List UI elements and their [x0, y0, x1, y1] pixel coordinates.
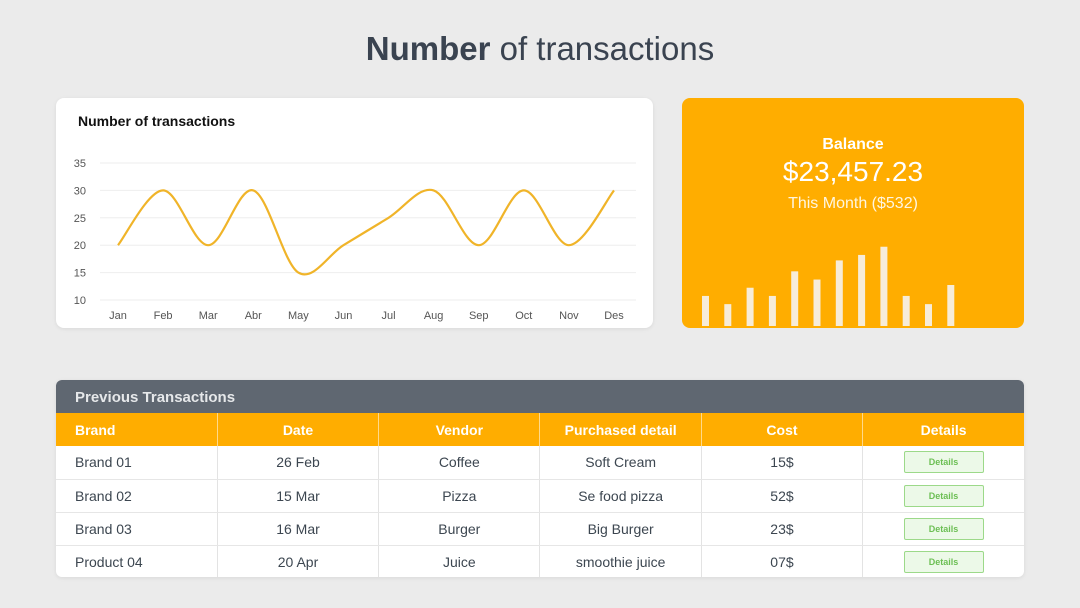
balance-bar-chart — [702, 246, 955, 326]
balance-bar — [724, 304, 732, 326]
x-tick-label: Jan — [109, 310, 127, 322]
x-tick-label: Feb — [154, 310, 173, 322]
cell-brand: Brand 01 — [56, 446, 218, 480]
y-tick-label: 20 — [74, 240, 86, 252]
chart-title: Number of transactions — [78, 113, 236, 129]
cell-date: 20 Apr — [217, 545, 380, 577]
y-tick-label: 30 — [74, 185, 86, 197]
column-header-vendor: Vendor — [378, 413, 541, 446]
table-header-row: Brand Date Vendor Purchased detail Cost … — [56, 413, 1024, 446]
table-title: Previous Transactions — [56, 380, 1024, 413]
cell-brand: Brand 02 — [56, 479, 218, 513]
column-header-date: Date — [217, 413, 380, 446]
balance-bar — [858, 254, 866, 326]
cell-cost: 52$ — [701, 479, 864, 513]
page-title-rest: of transactions — [499, 30, 715, 67]
balance-month: This Month ($532) — [788, 195, 918, 212]
balance-bar — [835, 260, 843, 326]
details-button[interactable]: Details — [903, 451, 984, 474]
cell-purchased-detail: Se food pizza — [539, 479, 702, 513]
x-tick-label: Mar — [199, 310, 218, 322]
y-tick-label: 25 — [74, 213, 86, 225]
page-title: Number of transactions — [0, 30, 1080, 68]
x-tick-label: Nov — [559, 310, 579, 322]
details-button[interactable]: Details — [903, 484, 984, 507]
details-button[interactable]: Details — [903, 517, 984, 540]
cell-purchased-detail: Soft Cream — [539, 446, 702, 480]
column-header-cost: Cost — [701, 413, 864, 446]
y-tick-label: 10 — [74, 295, 86, 307]
cell-details: Details — [863, 545, 1024, 577]
balance-bar — [813, 279, 821, 326]
cell-date: 26 Feb — [217, 446, 380, 480]
table-row: Brand 03 16 Mar Burger Big Burger 23$ De… — [56, 512, 1024, 546]
x-tick-label: Oct — [515, 310, 532, 322]
cell-vendor: Coffee — [378, 446, 541, 480]
balance-bar — [791, 271, 799, 326]
cell-details: Details — [862, 479, 1024, 513]
x-tick-label: Des — [604, 310, 624, 322]
column-header-details: Details — [862, 413, 1024, 446]
balance-card: Balance $23,457.23 This Month ($532) — [682, 98, 1024, 328]
series-line — [117, 188, 615, 276]
table-row: Product 04 20 Apr Juice smoothie juice 0… — [56, 545, 1024, 577]
cell-details: Details — [862, 512, 1024, 546]
cell-purchased-detail: smoothie juice — [539, 545, 702, 577]
column-header-brand: Brand — [56, 413, 218, 446]
cell-cost: 23$ — [701, 512, 864, 546]
cell-details: Details — [862, 446, 1024, 480]
balance-bar — [702, 295, 709, 326]
x-tick-label: Jul — [382, 310, 396, 322]
balance-bar — [880, 246, 888, 326]
x-tick-label: Abr — [245, 310, 262, 322]
previous-transactions-table: Previous Transactions Brand Date Vendor … — [56, 380, 1024, 577]
page-title-bold: Number — [365, 30, 491, 67]
x-tick-label: Aug — [424, 310, 444, 322]
balance-bar — [768, 295, 776, 326]
cell-brand: Product 04 — [56, 545, 218, 577]
cell-cost: 07$ — [701, 545, 864, 577]
cell-date: 16 Mar — [217, 512, 380, 546]
balance-label: Balance — [822, 136, 884, 153]
cell-purchased-detail: Big Burger — [539, 512, 702, 546]
x-tick-label: Sep — [469, 310, 489, 322]
balance-bar — [746, 287, 754, 326]
transactions-table: Brand Date Vendor Purchased detail Cost … — [56, 413, 1024, 577]
y-tick-label: 35 — [74, 158, 86, 170]
cell-vendor: Juice — [378, 545, 541, 577]
balance-bar — [902, 295, 910, 326]
table-row: Brand 02 15 Mar Pizza Se food pizza 52$ … — [56, 479, 1024, 513]
balance-bar — [925, 304, 932, 326]
y-tick-label: 15 — [74, 268, 86, 280]
balance-bar — [947, 285, 955, 326]
cell-vendor: Pizza — [378, 479, 541, 513]
cell-vendor: Burger — [378, 512, 541, 546]
balance-amount: $23,457.23 — [782, 156, 924, 187]
details-button[interactable]: Details — [903, 550, 984, 573]
cell-date: 15 Mar — [217, 479, 380, 513]
cell-cost: 15$ — [701, 446, 864, 480]
x-tick-label: Jun — [335, 310, 353, 322]
table-row: Brand 01 26 Feb Coffee Soft Cream 15$ De… — [56, 446, 1024, 480]
column-header-purchased-detail: Purchased detail — [539, 413, 702, 446]
x-tick-label: May — [288, 310, 309, 322]
transactions-chart-card: Number of transactions 10 15 20 25 30 35 Jan Fe… — [56, 98, 653, 328]
line-chart: 10 15 20 25 30 35 Jan Feb Mar Abr May Jun Jul Aug Sep O… — [74, 158, 636, 322]
cell-brand: Brand 03 — [56, 512, 218, 546]
